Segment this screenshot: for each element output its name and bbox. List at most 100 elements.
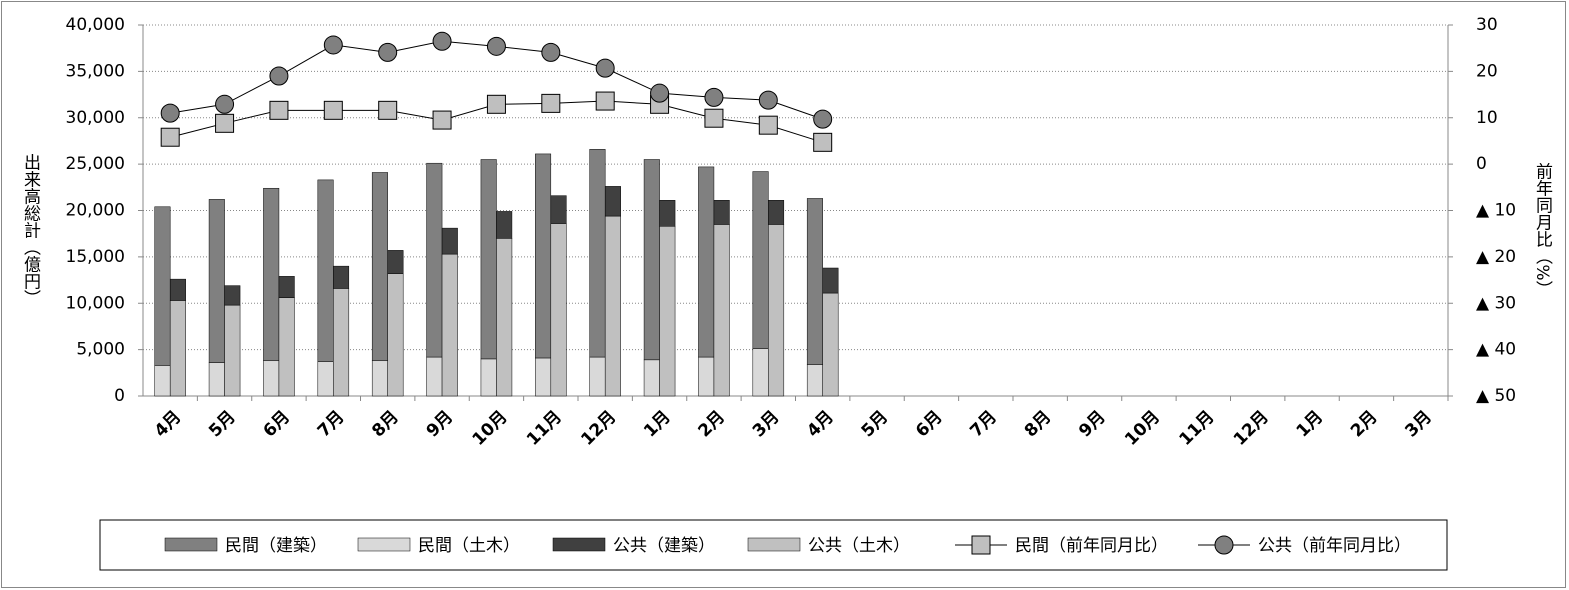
point <box>486 94 506 114</box>
y-tick-label: 15,000 <box>66 247 125 267</box>
bar <box>713 200 730 225</box>
bar <box>169 300 186 397</box>
legend-swatch <box>357 537 411 552</box>
y-axis-label: 出来高総計（億円） <box>20 153 41 306</box>
bar <box>822 267 839 294</box>
bar <box>263 360 280 397</box>
bar <box>535 357 552 397</box>
y-tick-label: 25,000 <box>66 154 125 174</box>
point <box>813 109 833 129</box>
bar <box>154 365 171 397</box>
bar <box>659 226 676 397</box>
y2-tick-label: ▲ 50 <box>1476 386 1516 406</box>
legend-swatch <box>552 537 606 552</box>
bar <box>441 227 458 255</box>
bar <box>224 304 241 397</box>
point <box>432 110 452 130</box>
legend-label: 民間（建築） <box>225 536 327 556</box>
bar <box>387 273 404 397</box>
bar <box>752 348 769 397</box>
y2-tick-label: ▲ 40 <box>1476 340 1516 360</box>
y2-tick-label: 20 <box>1476 61 1498 81</box>
bar <box>659 200 676 227</box>
bar <box>752 171 769 349</box>
legend-label: 公共（建築） <box>613 536 715 556</box>
bar <box>496 238 513 397</box>
point <box>486 36 506 56</box>
bar <box>643 159 660 361</box>
point <box>269 66 289 86</box>
bar <box>535 153 552 359</box>
legend-swatch <box>747 537 801 552</box>
point <box>323 100 343 120</box>
bar <box>806 364 823 397</box>
point <box>650 83 670 103</box>
y2-tick-label: ▲ 20 <box>1476 247 1516 267</box>
legend-label: 公共（土木） <box>808 536 910 556</box>
y2-axis-label: 前年同月比（%） <box>1532 162 1553 297</box>
bar <box>333 265 350 289</box>
legend-marker <box>1214 535 1234 555</box>
bar <box>278 276 295 298</box>
bar <box>278 297 295 397</box>
bar <box>169 278 186 301</box>
bar <box>208 199 225 363</box>
bar <box>589 356 606 397</box>
bar <box>604 186 621 217</box>
bar <box>713 224 730 397</box>
y2-tick-label: ▲ 30 <box>1476 293 1516 313</box>
bar <box>317 361 334 397</box>
legend-label: 民間（前年同月比） <box>1015 536 1168 556</box>
y-tick-label: 10,000 <box>66 293 125 313</box>
point <box>595 58 615 78</box>
y-tick-label: 35,000 <box>66 61 125 81</box>
bar <box>698 166 715 358</box>
point <box>323 35 343 55</box>
bar <box>263 187 280 362</box>
bar <box>480 159 497 360</box>
bar <box>589 149 606 358</box>
bar <box>480 358 497 397</box>
point <box>758 90 778 110</box>
point <box>160 127 180 147</box>
legend-label: 民間（土木） <box>418 536 520 556</box>
bar <box>604 215 621 397</box>
y-tick-label: 40,000 <box>66 15 125 35</box>
bar <box>426 162 443 358</box>
bar <box>154 206 171 366</box>
bar <box>333 288 350 397</box>
y2-tick-label: 10 <box>1476 108 1498 128</box>
point <box>704 87 724 107</box>
point <box>160 103 180 123</box>
y-tick-label: 5,000 <box>76 340 125 360</box>
bar <box>550 195 567 224</box>
point <box>378 42 398 62</box>
y-tick-label: 20,000 <box>66 201 125 221</box>
point <box>432 31 452 51</box>
legend-swatch <box>164 537 218 552</box>
bar <box>387 250 404 274</box>
legend-marker <box>971 535 991 555</box>
bar <box>550 223 567 397</box>
point <box>215 94 235 114</box>
point <box>215 113 235 133</box>
bar <box>768 200 785 225</box>
bar <box>806 198 823 365</box>
point <box>541 42 561 62</box>
point <box>378 100 398 120</box>
bar <box>224 285 241 306</box>
bar <box>371 172 388 362</box>
point <box>595 91 615 111</box>
y2-tick-label: 30 <box>1476 15 1498 35</box>
y2-tick-label: 0 <box>1476 154 1487 174</box>
bar <box>768 224 785 397</box>
point <box>541 93 561 113</box>
bar <box>317 179 334 362</box>
bar <box>426 356 443 397</box>
y2-tick-label: ▲ 10 <box>1476 201 1516 221</box>
point <box>758 115 778 135</box>
legend-label: 公共（前年同月比） <box>1258 536 1411 556</box>
bar <box>698 356 715 397</box>
bar <box>496 211 513 239</box>
